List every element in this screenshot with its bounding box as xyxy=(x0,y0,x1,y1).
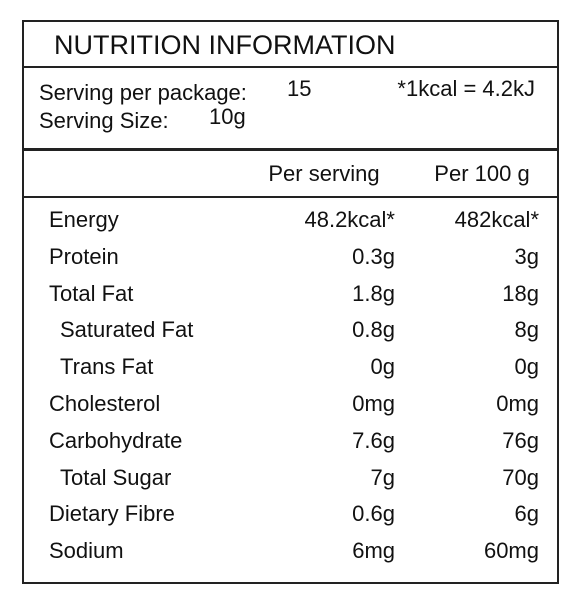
per-serving-value: 6mg xyxy=(352,538,395,564)
serving-package-label: Serving per package: xyxy=(39,80,247,105)
column-header: Per 100 g xyxy=(434,161,530,186)
serving-size-label: Serving Size: xyxy=(39,108,169,133)
per-serving-value: 0.3g xyxy=(352,243,395,269)
nutrient-name: Dietary Fibre xyxy=(49,501,175,527)
divider xyxy=(24,66,557,68)
per-serving-value: 7.6g xyxy=(352,427,395,453)
per-100g-value: 3g xyxy=(514,243,539,269)
nutrient-name: Energy xyxy=(49,207,119,232)
per-100g-value: 76g xyxy=(502,427,539,453)
divider xyxy=(24,196,557,198)
per-serving-value: 7g xyxy=(370,464,395,490)
nutrient-name: Sodium xyxy=(49,538,124,564)
energy-conversion: *1kcal = 4.2kJ xyxy=(397,76,535,101)
per-serving-value: 1.8g xyxy=(352,280,395,306)
nutrition-label: NUTRITION INFORMATION Serving per package… xyxy=(22,20,559,584)
per-100g-value: 0mg xyxy=(496,391,539,416)
per-100g-value: 60mg xyxy=(483,538,539,564)
column-header: Per serving xyxy=(268,161,380,186)
nutrient-name: Saturated Fat xyxy=(60,317,194,343)
per-serving-value: 0.6g xyxy=(352,501,395,527)
per-serving-value: 0g xyxy=(370,354,395,380)
per-serving-value: 0mg xyxy=(352,391,395,416)
per-100g-value: 0g xyxy=(514,354,539,380)
serving-size-value: 10g xyxy=(209,104,246,129)
nutrient-name: Total Fat xyxy=(49,280,134,306)
nutrient-name: Trans Fat xyxy=(60,354,154,380)
per-100g-value: 70g xyxy=(502,464,539,490)
per-serving-value: 48.2kcal* xyxy=(304,207,395,232)
serving-package-value: 15 xyxy=(287,76,312,101)
title: NUTRITION INFORMATION xyxy=(54,30,396,60)
per-serving-value: 0.8g xyxy=(352,317,395,343)
nutrient-name: Cholesterol xyxy=(49,391,161,416)
divider xyxy=(24,148,557,151)
per-100g-value: 482kcal* xyxy=(454,207,539,232)
nutrient-name: Protein xyxy=(49,243,119,269)
per-100g-value: 8g xyxy=(514,317,539,343)
per-100g-value: 18g xyxy=(502,280,539,306)
per-100g-value: 6g xyxy=(514,501,539,527)
nutrient-name: Total Sugar xyxy=(60,464,172,490)
nutrient-name: Carbohydrate xyxy=(49,427,183,453)
